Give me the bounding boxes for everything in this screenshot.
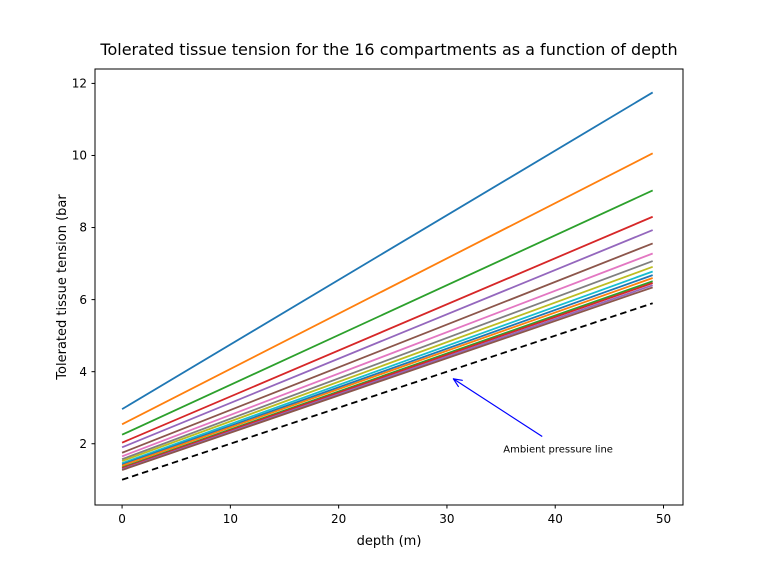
annotation-label: Ambient pressure line — [503, 445, 613, 456]
series-line-compartment-8 — [121, 260, 653, 461]
y-tick-label: 8 — [79, 221, 87, 235]
annotation-arrow-shaft — [453, 378, 543, 438]
x-tick-label: 50 — [656, 512, 671, 526]
series-line-compartment-12 — [121, 277, 653, 467]
y-axis-label: Tolerated tissue tension (bar — [55, 194, 70, 381]
x-tick-label: 10 — [223, 512, 238, 526]
x-tick-label: 40 — [548, 512, 563, 526]
y-tick-label: 2 — [79, 437, 87, 451]
x-tick-label: 30 — [439, 512, 454, 526]
axis-ticks-group: 0 10 20 30 40 50 2 4 6 8 10 12 — [72, 77, 671, 526]
series-line-compartment-14 — [121, 282, 653, 470]
series-line-compartment-9 — [121, 265, 653, 462]
y-tick-label: 4 — [79, 365, 87, 379]
series-line-compartment-7 — [121, 252, 654, 458]
y-tick-label: 6 — [79, 293, 87, 307]
series-line-compartment-6 — [121, 242, 654, 454]
axes-frame — [94, 68, 684, 506]
series-lines-group — [121, 91, 654, 481]
series-line-compartment-1 — [121, 91, 654, 410]
series-line-compartment-15 — [121, 284, 653, 471]
x-tick-label: 0 — [118, 512, 126, 526]
annotation-group: Ambient pressure line — [452, 378, 613, 456]
x-tick-label: 20 — [331, 512, 346, 526]
series-line-compartment-10 — [121, 270, 653, 465]
y-tick-label: 10 — [72, 149, 87, 163]
y-tick-label: 12 — [72, 77, 87, 91]
chart-title: Tolerated tissue tension for the 16 comp… — [99, 40, 677, 59]
annotation-arrow-head-lower — [452, 378, 463, 381]
series-line-compartment-11 — [121, 274, 653, 466]
series-line-compartment-4 — [121, 215, 654, 444]
series-line-compartment-16 — [121, 286, 653, 471]
annotation-arrow-head-upper — [452, 378, 459, 388]
series-line-compartment-5 — [121, 229, 654, 449]
x-axis-label: depth (m) — [357, 534, 422, 549]
series-line-compartment-3 — [121, 189, 654, 436]
series-line-compartment-2 — [121, 152, 654, 426]
series-line-ambient-pressure-line — [121, 302, 653, 481]
